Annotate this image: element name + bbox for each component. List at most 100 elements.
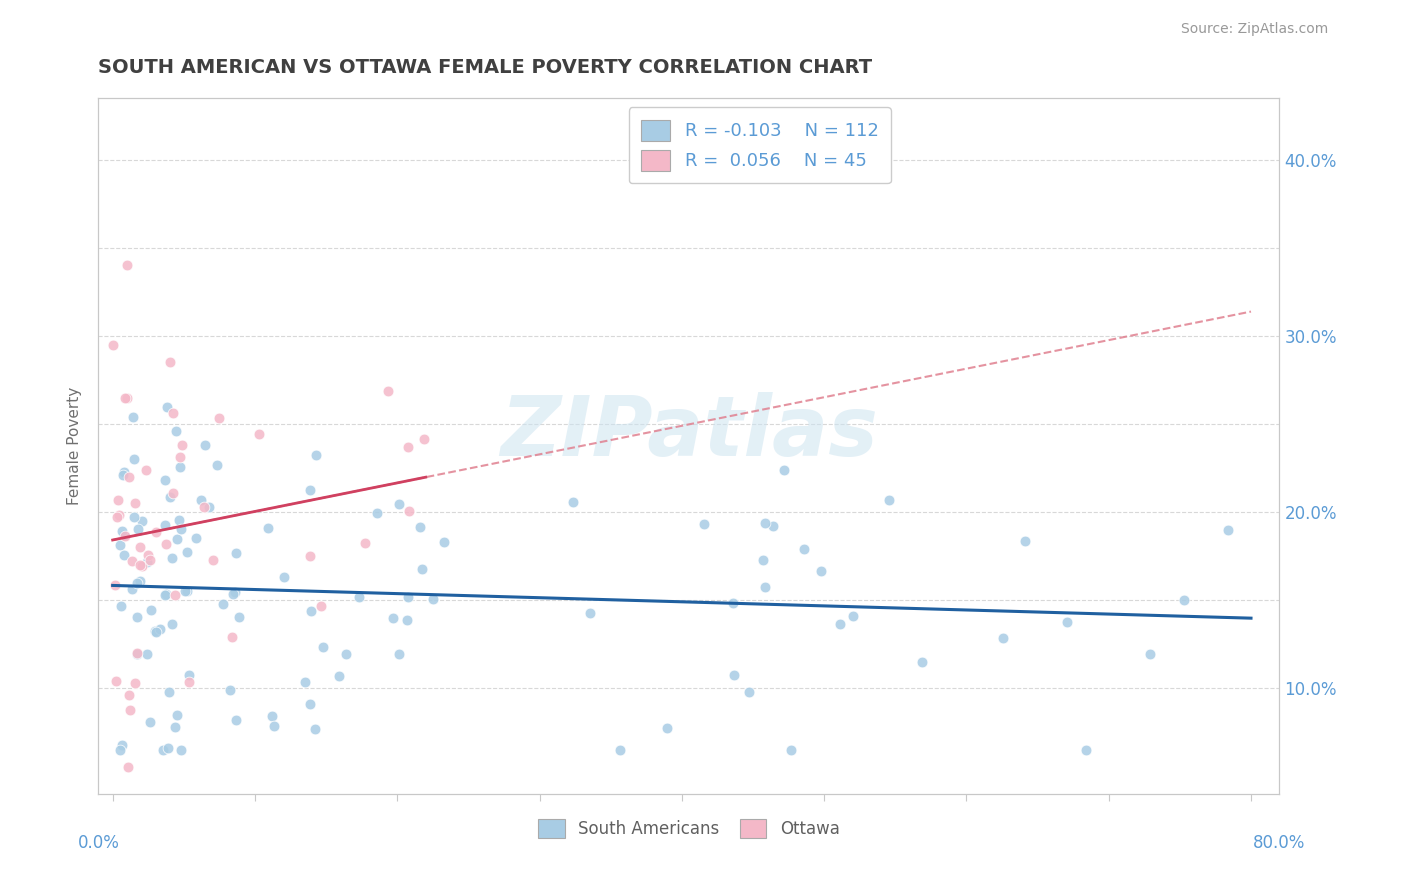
Point bbox=[135, 647, 157, 661]
Point bbox=[117, 760, 139, 774]
Text: Source: ZipAtlas.com: Source: ZipAtlas.com bbox=[1181, 22, 1329, 37]
Point bbox=[347, 591, 370, 605]
Point bbox=[225, 546, 247, 560]
Point bbox=[108, 743, 131, 757]
Point bbox=[190, 492, 212, 507]
Point bbox=[1216, 523, 1239, 537]
Point bbox=[112, 465, 135, 479]
Point bbox=[165, 720, 187, 734]
Point bbox=[112, 528, 135, 542]
Point bbox=[127, 522, 149, 536]
Point bbox=[609, 743, 631, 757]
Point bbox=[228, 609, 250, 624]
Point bbox=[159, 685, 181, 699]
Point bbox=[256, 521, 278, 535]
Point bbox=[298, 483, 321, 497]
Point bbox=[122, 452, 145, 467]
Point bbox=[311, 599, 333, 613]
Point bbox=[773, 463, 796, 477]
Point bbox=[125, 646, 148, 660]
Point bbox=[162, 406, 184, 420]
Point bbox=[304, 722, 326, 736]
Point bbox=[208, 411, 231, 425]
Point bbox=[153, 588, 176, 602]
Point bbox=[693, 516, 716, 531]
Point bbox=[655, 721, 678, 735]
Point bbox=[212, 597, 235, 611]
Point bbox=[305, 448, 328, 462]
Point bbox=[263, 718, 285, 732]
Point bbox=[1173, 592, 1195, 607]
Point bbox=[396, 591, 419, 605]
Point bbox=[173, 584, 195, 599]
Point bbox=[260, 709, 283, 723]
Point bbox=[145, 625, 167, 640]
Point bbox=[377, 384, 399, 399]
Point bbox=[294, 675, 316, 690]
Point bbox=[298, 549, 321, 563]
Point bbox=[779, 743, 801, 757]
Point bbox=[828, 617, 851, 632]
Point bbox=[122, 510, 145, 524]
Point bbox=[107, 493, 129, 508]
Point bbox=[723, 668, 745, 682]
Point bbox=[177, 668, 200, 682]
Point bbox=[396, 613, 419, 627]
Point bbox=[721, 596, 744, 610]
Point bbox=[110, 599, 132, 613]
Point bbox=[166, 533, 188, 547]
Point bbox=[141, 602, 163, 616]
Point bbox=[111, 524, 134, 539]
Point bbox=[176, 584, 198, 599]
Point bbox=[108, 537, 131, 551]
Point bbox=[124, 496, 146, 510]
Point bbox=[1074, 743, 1097, 757]
Point bbox=[810, 564, 832, 578]
Point bbox=[104, 578, 127, 592]
Point bbox=[153, 518, 176, 533]
Point bbox=[155, 587, 177, 601]
Point bbox=[170, 743, 193, 757]
Point bbox=[911, 655, 934, 669]
Point bbox=[111, 738, 134, 752]
Point bbox=[162, 485, 184, 500]
Point bbox=[1056, 615, 1078, 629]
Point bbox=[136, 555, 159, 569]
Point bbox=[143, 624, 166, 639]
Point bbox=[184, 531, 207, 545]
Point bbox=[382, 611, 405, 625]
Point bbox=[328, 669, 350, 683]
Point bbox=[219, 683, 242, 698]
Point bbox=[221, 630, 243, 644]
Point bbox=[114, 528, 136, 542]
Point bbox=[201, 552, 224, 566]
Point bbox=[160, 616, 183, 631]
Point bbox=[112, 548, 135, 562]
Point bbox=[170, 438, 193, 452]
Point bbox=[411, 562, 433, 576]
Point bbox=[167, 513, 190, 527]
Point bbox=[120, 703, 142, 717]
Point bbox=[396, 441, 419, 455]
Point bbox=[136, 548, 159, 562]
Point bbox=[177, 675, 200, 690]
Point bbox=[129, 558, 152, 573]
Point bbox=[117, 688, 139, 702]
Point bbox=[104, 673, 127, 688]
Point bbox=[139, 715, 162, 730]
Point bbox=[398, 504, 420, 518]
Point bbox=[163, 588, 186, 602]
Point bbox=[165, 424, 187, 438]
Point bbox=[108, 508, 131, 522]
Point bbox=[139, 553, 162, 567]
Point bbox=[149, 622, 172, 636]
Point bbox=[115, 259, 138, 273]
Point bbox=[155, 536, 177, 550]
Point bbox=[169, 459, 191, 474]
Point bbox=[247, 426, 270, 441]
Point bbox=[193, 500, 215, 514]
Point bbox=[299, 604, 322, 618]
Point bbox=[159, 490, 181, 504]
Point bbox=[354, 536, 377, 550]
Point bbox=[388, 647, 411, 661]
